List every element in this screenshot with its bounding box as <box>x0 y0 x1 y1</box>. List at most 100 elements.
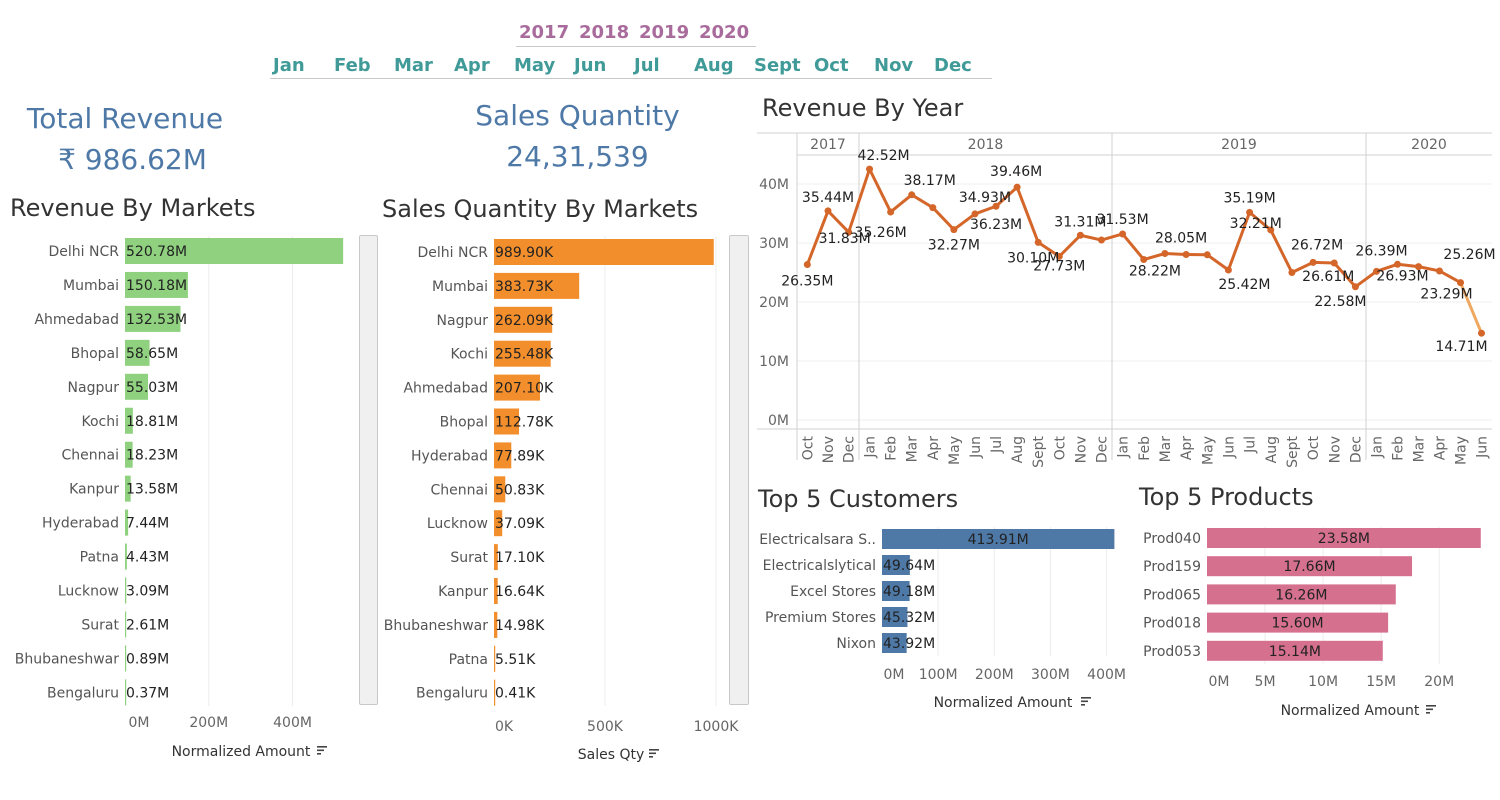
qty-markets-scrollbar[interactable] <box>729 235 749 705</box>
month-filter-feb[interactable]: Feb <box>334 55 371 76</box>
revenue_by_markets-category-label: Nagpur <box>68 380 120 396</box>
qty_by_markets-bar[interactable] <box>494 476 506 503</box>
top_products-sort-icon[interactable] <box>1426 705 1436 714</box>
qty_by_markets-sort-icon[interactable] <box>649 749 659 758</box>
revenue_by_markets-bar[interactable] <box>125 271 188 298</box>
year-filter-2017[interactable]: 2017 <box>519 22 570 43</box>
revenue_by_markets-bar[interactable] <box>125 441 133 468</box>
top_products-bar[interactable] <box>1207 640 1383 661</box>
month-filter-jun[interactable]: Jun <box>574 55 607 76</box>
line-chart-point[interactable] <box>845 228 853 236</box>
line-chart-point[interactable] <box>1097 236 1105 244</box>
line-chart-data-label: 39.46M <box>990 164 1042 180</box>
qty_by_markets-bar[interactable] <box>494 611 498 638</box>
line-chart-point[interactable] <box>1436 267 1443 275</box>
qty_by_markets-bar[interactable] <box>494 408 520 435</box>
line-chart-month-tick: Oct <box>1306 436 1322 461</box>
top_products-bar[interactable] <box>1207 584 1396 605</box>
line-chart-point[interactable] <box>1351 283 1359 291</box>
month-filter-may[interactable]: May <box>514 55 556 76</box>
revenue_by_markets-sort-icon[interactable] <box>317 746 327 755</box>
revenue_by_markets-bar[interactable] <box>125 543 127 570</box>
top_customers-bar[interactable] <box>882 581 910 601</box>
year-filter-2020[interactable]: 2020 <box>699 22 750 43</box>
line-chart-point[interactable] <box>1013 183 1021 191</box>
line-chart-point[interactable] <box>971 210 979 218</box>
line-chart-point[interactable] <box>1246 208 1254 216</box>
top_products-bar[interactable] <box>1207 556 1413 577</box>
line-chart-point[interactable] <box>1457 279 1464 287</box>
top_products-bar[interactable] <box>1207 612 1389 633</box>
line-chart-point[interactable] <box>929 204 937 212</box>
line-chart-point[interactable] <box>824 207 832 215</box>
line-chart-point[interactable] <box>803 261 811 269</box>
line-chart-point[interactable] <box>887 208 895 216</box>
line-chart-point[interactable] <box>1415 263 1422 271</box>
line-chart-point[interactable] <box>1330 259 1338 267</box>
line-chart-point[interactable] <box>1076 231 1084 239</box>
qty_by_markets-bar[interactable] <box>494 272 580 299</box>
top_customers-bar[interactable] <box>882 633 907 653</box>
qty_by_markets-bar[interactable] <box>494 442 512 469</box>
line-chart-point[interactable] <box>1161 250 1169 258</box>
line-chart-point[interactable] <box>950 226 958 234</box>
line-chart-point[interactable] <box>1140 256 1148 264</box>
line-chart-point[interactable] <box>1119 230 1127 238</box>
month-filter-jan[interactable]: Jan <box>273 55 305 76</box>
qty_by_markets-bar[interactable] <box>494 340 551 367</box>
top_customers-bar[interactable] <box>882 607 908 627</box>
qty_by_markets-bar[interactable] <box>494 578 498 604</box>
line-chart-point[interactable] <box>1288 269 1296 276</box>
month-filter-dec[interactable]: Dec <box>934 55 972 76</box>
revenue_by_markets-bar[interactable] <box>125 509 129 536</box>
line-chart-point[interactable] <box>1224 266 1232 274</box>
top_customers-bar[interactable] <box>882 529 1115 549</box>
qty_by_markets-bar[interactable] <box>494 306 553 333</box>
year-filter-2018[interactable]: 2018 <box>579 22 630 43</box>
line-chart-point[interactable] <box>992 202 1000 210</box>
revenue_by_markets-bar[interactable] <box>125 577 127 604</box>
revenue_by_markets-bar[interactable] <box>125 645 127 672</box>
line-chart-point[interactable] <box>1182 251 1190 259</box>
month-filter-apr[interactable]: Apr <box>454 55 490 76</box>
line-chart-point[interactable] <box>1373 267 1380 275</box>
revenue_by_markets-bar[interactable] <box>125 373 149 400</box>
qty_by_markets-bar[interactable] <box>494 374 540 401</box>
revenue-markets-scrollbar[interactable] <box>359 235 378 705</box>
revenue_by_markets-bar[interactable] <box>125 407 133 434</box>
qty_by_markets-bar[interactable] <box>494 510 503 537</box>
line-chart-data-label: 14.71M <box>1435 339 1487 355</box>
top_customers-bar[interactable] <box>882 555 910 575</box>
line-chart-point[interactable] <box>1394 260 1401 268</box>
month-filter-mar[interactable]: Mar <box>394 55 433 76</box>
month-filter-oct[interactable]: Oct <box>814 55 849 76</box>
revenue_by_markets-bar[interactable] <box>125 238 344 264</box>
line-chart-point[interactable] <box>1055 252 1063 260</box>
line-chart-point[interactable] <box>1478 329 1485 337</box>
revenue_by_markets-bar[interactable] <box>125 475 131 502</box>
revenue_by_markets-bar[interactable] <box>125 339 150 366</box>
revenue_by_markets-bar[interactable] <box>125 679 127 706</box>
month-filter-nov[interactable]: Nov <box>874 55 914 76</box>
qty_by_markets-bar[interactable] <box>494 544 498 571</box>
month-filter-aug[interactable]: Aug <box>694 55 734 76</box>
line-chart-point[interactable] <box>1267 226 1275 234</box>
line-chart-point[interactable] <box>1203 251 1211 259</box>
month-filter-jul[interactable]: Jul <box>634 55 660 76</box>
line-chart-point[interactable] <box>866 165 874 173</box>
month-filter-sept[interactable]: Sept <box>754 55 801 76</box>
qty_by_markets-bar[interactable] <box>494 679 496 706</box>
qty_by_markets-category-label: Patna <box>449 652 488 668</box>
line-chart-point[interactable] <box>908 191 916 199</box>
year-filter-2019[interactable]: 2019 <box>639 22 690 43</box>
revenue_by_markets-bar[interactable] <box>125 305 181 332</box>
line-chart-point[interactable] <box>1309 258 1317 266</box>
top_customers-sort-icon[interactable] <box>1081 697 1091 706</box>
qty_by_markets-bar[interactable] <box>494 645 496 672</box>
top_products-bar[interactable] <box>1207 528 1481 548</box>
revenue_by_markets-bar[interactable] <box>125 611 127 638</box>
qty_by_markets-bar[interactable] <box>494 239 714 265</box>
line-chart-point[interactable] <box>1034 238 1042 246</box>
top_products-tick-label: 0M <box>1209 674 1230 690</box>
line-chart-series-segment <box>1311 260 1336 265</box>
